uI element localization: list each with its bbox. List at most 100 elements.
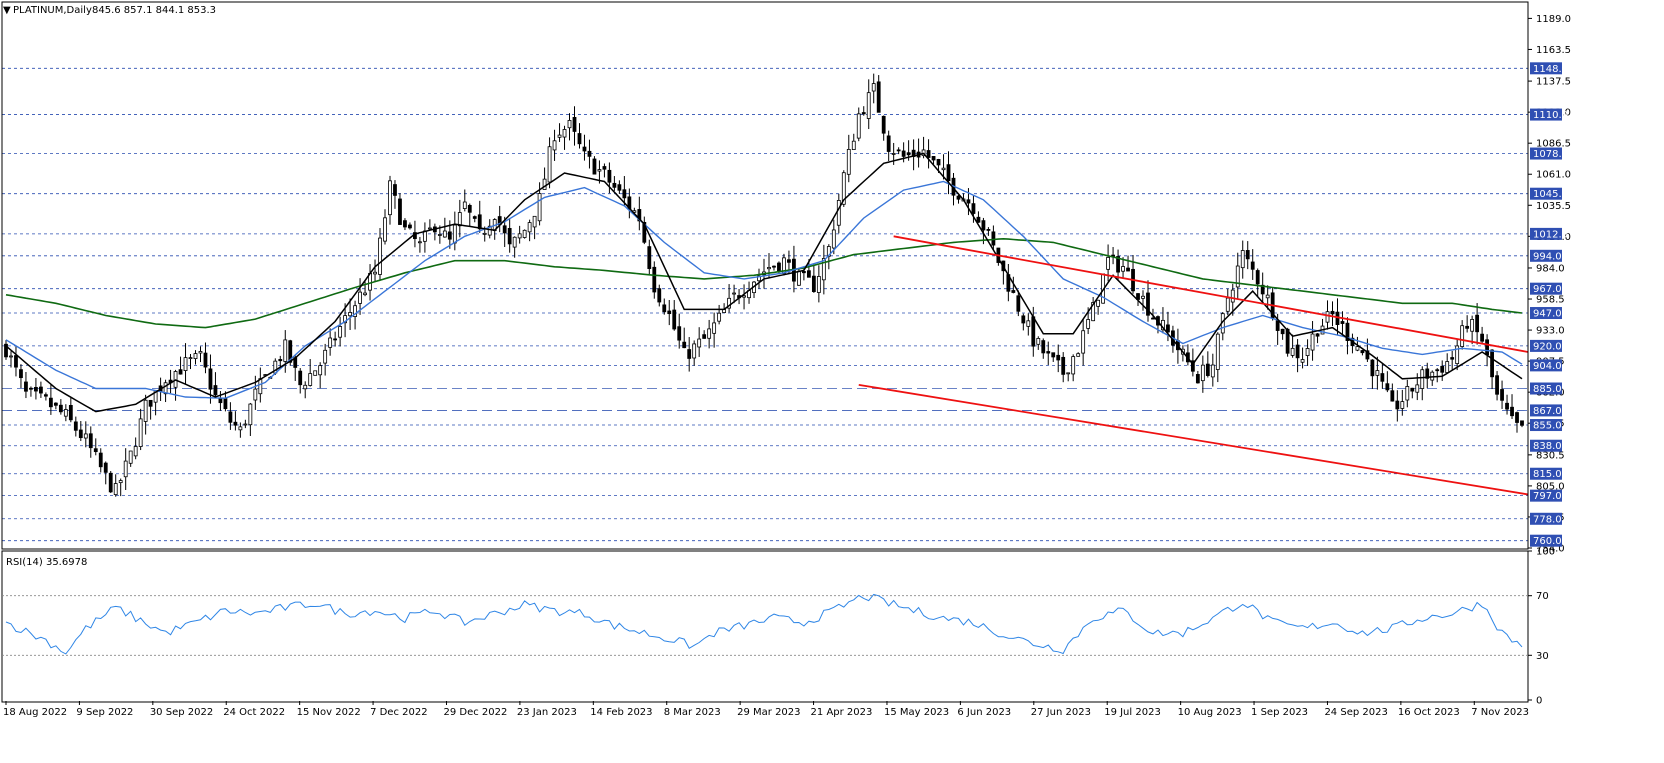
rsi-line (5, 593, 1523, 655)
rsi-panel-frame (1, 550, 1529, 703)
candle-body (1076, 353, 1081, 357)
candle-body (283, 339, 288, 362)
rsi-y-tick-label: 30 (1536, 651, 1549, 662)
x-tick-label: 23 Jan 2023 (517, 707, 577, 718)
candle-body (1265, 294, 1270, 299)
y-tick-label: 1137.5 (1536, 77, 1571, 88)
candle-body (1026, 320, 1031, 327)
x-tick-label: 19 Jul 2023 (1104, 707, 1161, 718)
candle-body (78, 429, 83, 439)
candle-body (363, 292, 367, 296)
candle-body (482, 232, 487, 235)
candle-body (572, 116, 577, 132)
candle-body (981, 220, 986, 231)
rsi-label: RSI(14) 35.6978 (6, 557, 87, 568)
candle-body (208, 368, 213, 390)
level-price-label: 760.0 (1533, 536, 1562, 547)
candle-body (1245, 250, 1250, 260)
candle-body (1106, 257, 1110, 270)
candle-body (1230, 289, 1235, 303)
candlesticks (4, 73, 1524, 497)
candle-body (1455, 345, 1460, 364)
candle-body (487, 225, 492, 236)
main-panel-frame (1, 1, 1529, 550)
level-price-box (1530, 339, 1562, 352)
candle-body (931, 156, 936, 161)
channel-upper-line[interactable] (893, 235, 1529, 353)
candle-body (258, 378, 263, 395)
candle-body (687, 349, 692, 359)
candle-body (871, 83, 876, 92)
candle-body (851, 140, 856, 151)
y-tick-label: 754.0 (1536, 544, 1565, 555)
candle-body (1096, 299, 1101, 307)
candle-body (1031, 316, 1036, 347)
candle-body (1190, 360, 1195, 372)
x-tick-label: 8 Mar 2023 (664, 707, 721, 718)
candle-body (1400, 401, 1405, 409)
trend-channel[interactable] (858, 235, 1529, 496)
candle-body (846, 148, 851, 175)
candle-body (522, 229, 527, 238)
candle-body (353, 305, 357, 317)
candle-body (318, 365, 323, 376)
candle-body (1415, 384, 1420, 393)
candle-body (732, 292, 736, 295)
candle-body (1475, 314, 1480, 333)
level-price-box (1530, 419, 1562, 432)
candle-body (622, 189, 627, 199)
candle-body (512, 236, 517, 248)
channel-lower-line[interactable] (858, 383, 1529, 496)
candle-body (1380, 373, 1385, 382)
candle-body (323, 349, 328, 364)
candle-body (1480, 333, 1485, 342)
candle-body (1121, 266, 1125, 272)
candle-body (228, 411, 233, 423)
candle-body (682, 341, 687, 349)
candle-body (83, 433, 88, 439)
level-price-label: 1012.0 (1533, 229, 1568, 240)
candle-body (527, 222, 532, 233)
candle-body (1041, 340, 1046, 354)
candle-body (358, 291, 362, 304)
candle-body (298, 370, 303, 386)
level-price-label: 920.0 (1533, 341, 1562, 352)
candle-body (29, 387, 33, 390)
candle-body (398, 198, 402, 225)
level-price-label: 1078.0 (1533, 149, 1568, 160)
candle-body (1315, 333, 1320, 337)
candle-body (517, 233, 522, 239)
candle-body (253, 388, 258, 401)
candle-body (557, 134, 562, 138)
x-tick-label: 9 Sep 2022 (76, 707, 133, 718)
x-tick-label: 1 Sep 2023 (1251, 707, 1308, 718)
candle-body (442, 230, 447, 238)
x-tick-label: 18 Aug 2022 (3, 707, 67, 718)
candle-body (866, 92, 871, 119)
candle-body (383, 217, 387, 242)
time-axis: 18 Aug 2022 9 Sep 2022 30 Sep 2022 24 Oct 2… (3, 701, 1529, 718)
level-price-label: 867.0 (1533, 406, 1562, 417)
candle-body (777, 262, 781, 272)
candle-body (816, 276, 821, 293)
candle-body (447, 231, 452, 240)
candle-body (1235, 265, 1240, 288)
candle-body (841, 172, 846, 205)
y-tick-label: 830.5 (1536, 450, 1565, 461)
candle-body (328, 337, 333, 348)
candle-body (642, 221, 647, 243)
candle-body (1425, 368, 1430, 379)
candle-body (213, 385, 218, 396)
candle-body (1195, 374, 1200, 384)
level-price-label: 947.0 (1533, 309, 1562, 320)
collapse-icon[interactable]: ▼ (3, 5, 11, 16)
candle-body (612, 182, 617, 188)
candle-body (133, 446, 138, 457)
candle-body (692, 343, 697, 359)
y-tick-label: 933.0 (1536, 326, 1565, 337)
candle-body (113, 483, 118, 496)
price-axis: 1189.01163.51137.51112.01086.51061.01035… (1, 1, 1571, 703)
